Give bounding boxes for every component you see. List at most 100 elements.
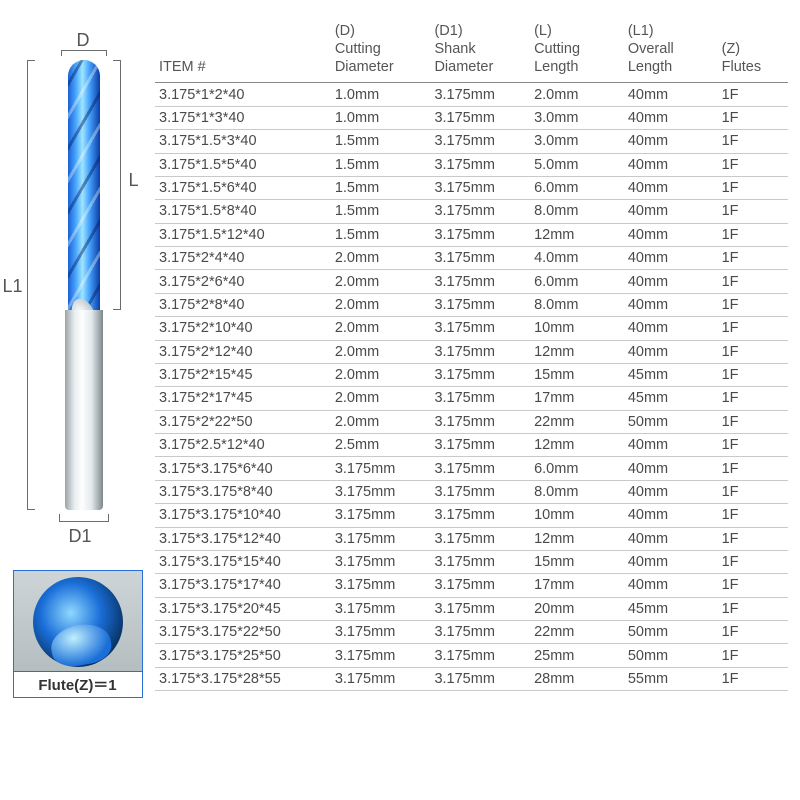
cell-l: 28mm <box>530 667 624 690</box>
cell-item: 3.175*2*8*40 <box>155 293 331 316</box>
cell-d1: 3.175mm <box>430 480 530 503</box>
cell-z: 1F <box>718 130 788 153</box>
cell-z: 1F <box>718 200 788 223</box>
table-row: 3.175*3.175*8*403.175mm3.175mm8.0mm40mm1… <box>155 480 788 503</box>
cell-item: 3.175*3.175*17*40 <box>155 574 331 597</box>
cell-l: 6.0mm <box>530 457 624 480</box>
cell-d: 1.5mm <box>331 153 431 176</box>
dim-l-label: L <box>129 170 139 191</box>
table-row: 3.175*3.175*25*503.175mm3.175mm25mm50mm1… <box>155 644 788 667</box>
table-row: 3.175*2.5*12*402.5mm3.175mm12mm40mm1F <box>155 434 788 457</box>
dim-d1-label: D1 <box>69 526 92 547</box>
table-row: 3.175*2*8*402.0mm3.175mm8.0mm40mm1F <box>155 293 788 316</box>
cell-l1: 40mm <box>624 83 718 106</box>
cell-z: 1F <box>718 340 788 363</box>
table-row: 3.175*3.175*10*403.175mm3.175mm10mm40mm1… <box>155 504 788 527</box>
cell-d1: 3.175mm <box>430 457 530 480</box>
cell-l: 17mm <box>530 387 624 410</box>
cell-item: 3.175*2*22*50 <box>155 410 331 433</box>
cell-item: 3.175*2*6*40 <box>155 270 331 293</box>
cell-l1: 40mm <box>624 153 718 176</box>
dim-l1-label: L1 <box>3 276 23 297</box>
cell-z: 1F <box>718 527 788 550</box>
table-row: 3.175*1*3*401.0mm3.175mm3.0mm40mm1F <box>155 106 788 129</box>
cell-l1: 45mm <box>624 363 718 386</box>
cell-d: 3.175mm <box>331 457 431 480</box>
endmill-diagram: D L1 L D1 <box>3 30 153 530</box>
cell-d1: 3.175mm <box>430 153 530 176</box>
cell-l: 10mm <box>530 317 624 340</box>
cell-l: 22mm <box>530 621 624 644</box>
cell-d: 3.175mm <box>331 550 431 573</box>
cell-d1: 3.175mm <box>430 387 530 410</box>
cell-z: 1F <box>718 176 788 199</box>
cell-item: 3.175*2*4*40 <box>155 247 331 270</box>
cell-l: 8.0mm <box>530 480 624 503</box>
cell-d: 1.5mm <box>331 223 431 246</box>
cell-l: 25mm <box>530 644 624 667</box>
table-row: 3.175*2*12*402.0mm3.175mm12mm40mm1F <box>155 340 788 363</box>
cell-item: 3.175*1*3*40 <box>155 106 331 129</box>
cell-d1: 3.175mm <box>430 130 530 153</box>
cell-d: 1.5mm <box>331 130 431 153</box>
cell-d1: 3.175mm <box>430 340 530 363</box>
cell-item: 3.175*2*12*40 <box>155 340 331 363</box>
cell-z: 1F <box>718 480 788 503</box>
dim-d-bracket <box>61 50 107 56</box>
cell-d1: 3.175mm <box>430 83 530 106</box>
cell-d1: 3.175mm <box>430 176 530 199</box>
cell-l: 6.0mm <box>530 270 624 293</box>
cell-l1: 50mm <box>624 621 718 644</box>
cell-d: 3.175mm <box>331 504 431 527</box>
cell-l1: 40mm <box>624 457 718 480</box>
cell-item: 3.175*1.5*8*40 <box>155 200 331 223</box>
cell-z: 1F <box>718 574 788 597</box>
cell-z: 1F <box>718 223 788 246</box>
cell-l1: 40mm <box>624 130 718 153</box>
col-header-d1: (D1) Shank Diameter <box>430 20 530 83</box>
cell-l1: 40mm <box>624 480 718 503</box>
cell-l: 8.0mm <box>530 293 624 316</box>
cell-item: 3.175*3.175*28*55 <box>155 667 331 690</box>
dim-l-bracket <box>113 60 121 310</box>
cell-l: 4.0mm <box>530 247 624 270</box>
cell-z: 1F <box>718 270 788 293</box>
col-header-l: (L) Cutting Length <box>530 20 624 83</box>
cell-item: 3.175*2*17*45 <box>155 387 331 410</box>
cell-item: 3.175*1.5*6*40 <box>155 176 331 199</box>
dim-l1-bracket <box>27 60 35 510</box>
cell-l1: 40mm <box>624 574 718 597</box>
cell-d1: 3.175mm <box>430 550 530 573</box>
cell-d1: 3.175mm <box>430 200 530 223</box>
cell-item: 3.175*3.175*8*40 <box>155 480 331 503</box>
table-row: 3.175*3.175*20*453.175mm3.175mm20mm45mm1… <box>155 597 788 620</box>
cell-d: 3.175mm <box>331 621 431 644</box>
cell-d: 1.0mm <box>331 83 431 106</box>
cell-l: 17mm <box>530 574 624 597</box>
cell-z: 1F <box>718 550 788 573</box>
cell-item: 3.175*3.175*10*40 <box>155 504 331 527</box>
endmill-bit-icon <box>65 60 103 510</box>
shank-section-icon <box>65 310 103 510</box>
cell-l: 20mm <box>530 597 624 620</box>
cell-z: 1F <box>718 434 788 457</box>
table-row: 3.175*1.5*8*401.5mm3.175mm8.0mm40mm1F <box>155 200 788 223</box>
table-row: 3.175*2*17*452.0mm3.175mm17mm45mm1F <box>155 387 788 410</box>
cell-l1: 45mm <box>624 597 718 620</box>
cell-l1: 50mm <box>624 410 718 433</box>
flute-caption: Flute(Z)＝1 <box>14 671 142 697</box>
cell-l1: 50mm <box>624 644 718 667</box>
cell-item: 3.175*3.175*15*40 <box>155 550 331 573</box>
cell-l1: 40mm <box>624 504 718 527</box>
cell-d: 2.0mm <box>331 410 431 433</box>
cell-l1: 40mm <box>624 223 718 246</box>
cell-d: 1.5mm <box>331 200 431 223</box>
spec-table-wrap: ITEM #(D) Cutting Diameter(D1) Shank Dia… <box>155 0 800 800</box>
cell-d1: 3.175mm <box>430 527 530 550</box>
cell-item: 3.175*3.175*6*40 <box>155 457 331 480</box>
cell-z: 1F <box>718 457 788 480</box>
table-row: 3.175*2*6*402.0mm3.175mm6.0mm40mm1F <box>155 270 788 293</box>
table-row: 3.175*3.175*22*503.175mm3.175mm22mm50mm1… <box>155 621 788 644</box>
cell-d1: 3.175mm <box>430 293 530 316</box>
cell-l1: 55mm <box>624 667 718 690</box>
